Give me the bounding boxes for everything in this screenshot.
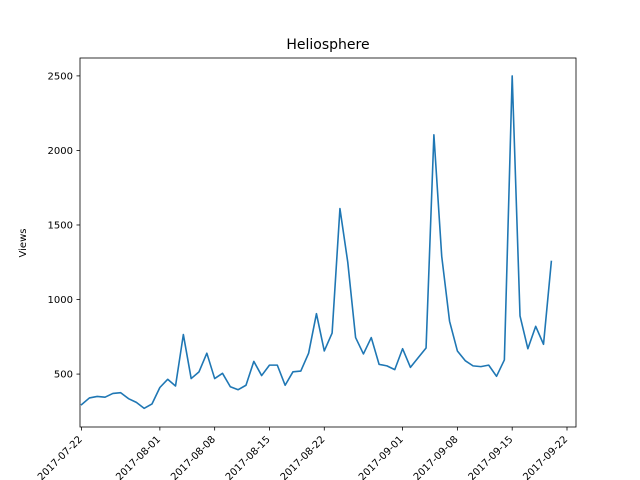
y-tick-label: 1000 bbox=[48, 295, 73, 306]
y-tick-label: 500 bbox=[54, 370, 73, 381]
series-line bbox=[80, 75, 553, 410]
y-tick-label: 2000 bbox=[48, 146, 73, 157]
y-tick-label: 2500 bbox=[48, 71, 73, 82]
y-tick-label: 1500 bbox=[48, 220, 73, 231]
axes-frame bbox=[79, 57, 577, 428]
y-axis-label: Views bbox=[18, 229, 29, 258]
chart-title: Heliosphere bbox=[286, 37, 369, 53]
